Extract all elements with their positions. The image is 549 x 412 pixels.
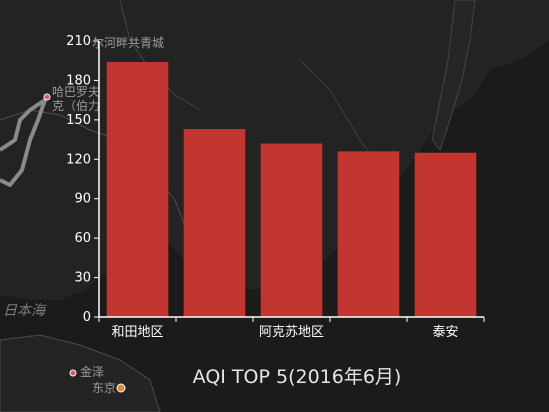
bar-5[interactable] xyxy=(414,152,477,317)
map-japan xyxy=(0,334,161,412)
bar-chart: 0 30 60 90 120 150 180 210 和田地区 阿克苏地区 泰安 AQI TOP … xyxy=(66,34,485,388)
map-river xyxy=(0,98,47,187)
y-tick-label: 30 xyxy=(74,271,91,286)
bar-4[interactable] xyxy=(337,151,400,317)
y-tick-label: 180 xyxy=(66,73,91,88)
map-label-khabarovsk-1: 哈巴罗夫 xyxy=(52,85,100,99)
y-axis-ticks: 0 30 60 90 120 150 180 210 xyxy=(66,34,99,325)
x-category-label: 泰安 xyxy=(432,325,458,340)
y-tick-label: 120 xyxy=(66,152,91,167)
bar-3[interactable] xyxy=(260,143,323,317)
bar-1[interactable] xyxy=(106,62,169,318)
map-capital-dot xyxy=(116,383,126,393)
y-tick-label: 150 xyxy=(66,113,91,128)
x-axis-ticks: 和田地区 阿克苏地区 泰安 xyxy=(98,317,485,340)
map-border-line xyxy=(0,109,191,241)
map-label-komsomolsk: 尔河畔共青城 xyxy=(92,35,164,50)
map-label-khabarovsk-2: 克（伯力 xyxy=(52,98,100,113)
y-tick-label: 90 xyxy=(74,192,91,207)
bar-2[interactable] xyxy=(183,129,246,317)
map-label-tokyo: 东京 xyxy=(92,381,116,395)
y-tick-label: 60 xyxy=(74,231,91,246)
bar-series xyxy=(106,62,477,318)
x-category-label: 阿克苏地区 xyxy=(259,324,324,340)
map-label-kanazawa: 金泽 xyxy=(80,364,104,379)
map-label-sea-of-japan: 日本海 xyxy=(3,303,47,319)
y-tick-label: 0 xyxy=(83,310,91,325)
map-island xyxy=(431,0,476,152)
chart-title: AQI TOP 5(2016年6月) xyxy=(193,366,402,388)
x-category-label: 和田地区 xyxy=(111,325,163,340)
map-city-dot xyxy=(69,369,77,377)
map-city-dot xyxy=(43,93,51,101)
y-tick-label: 210 xyxy=(66,34,91,49)
